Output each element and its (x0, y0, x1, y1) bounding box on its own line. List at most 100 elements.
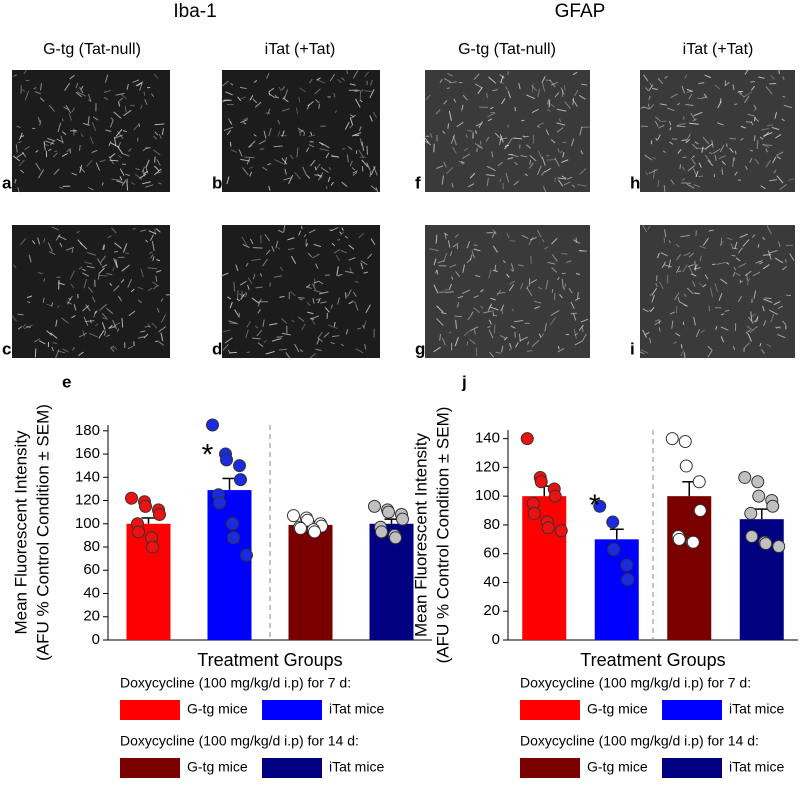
texture (265, 113, 270, 114)
y-tick-label: 80 (83, 538, 100, 555)
column-label: iTat (+Tat) (265, 41, 336, 58)
texture (447, 88, 450, 89)
image-label: b (212, 173, 222, 192)
data-point (679, 436, 691, 448)
data-point (687, 536, 699, 548)
y-tick-label: 0 (492, 631, 500, 648)
data-point (549, 490, 561, 502)
texture (684, 352, 685, 359)
y-tick-label: 160 (75, 445, 100, 462)
texture (549, 100, 550, 108)
header: Iba-1 (173, 1, 216, 22)
texture (133, 229, 136, 230)
texture (564, 85, 565, 90)
legend-swatch (662, 700, 722, 720)
legend-swatch (662, 758, 722, 778)
data-point (680, 460, 692, 472)
y-axis-label: Mean Fluorescent Intensity (411, 432, 430, 637)
texture (763, 255, 771, 256)
texture (561, 254, 567, 255)
texture (546, 80, 551, 81)
texture (434, 144, 435, 153)
texture (676, 126, 685, 127)
data-point (126, 492, 138, 504)
bar (289, 525, 333, 640)
image-label: i (630, 339, 635, 358)
texture (237, 290, 238, 299)
legend-swatch (520, 758, 580, 778)
data-point (694, 505, 706, 517)
micrograph: d (212, 224, 380, 360)
data-point (622, 574, 634, 586)
y-tick-label: 100 (475, 487, 500, 504)
texture (122, 318, 123, 327)
data-point (607, 516, 619, 528)
data-point (221, 454, 233, 466)
legend-swatch (120, 758, 180, 778)
bar (208, 490, 252, 640)
legend-swatch (520, 700, 580, 720)
legend-title: Doxycycline (100 mg/kg/d i.p) for 7 d: (120, 675, 351, 691)
texture (230, 323, 237, 324)
texture (230, 352, 237, 353)
texture (345, 292, 346, 298)
texture (493, 315, 497, 316)
legend-swatch (262, 700, 322, 720)
legend-swatch (120, 700, 180, 720)
texture (746, 122, 752, 123)
texture (444, 289, 450, 290)
data-point (397, 513, 409, 525)
column-label: G-tg (Tat-null) (458, 41, 556, 58)
data-point (235, 474, 247, 486)
data-point (227, 518, 239, 530)
texture (547, 159, 556, 160)
texture (694, 293, 700, 294)
bar (667, 496, 711, 640)
image-label: g (415, 339, 425, 358)
texture (750, 81, 754, 82)
texture (682, 157, 686, 158)
data-point (535, 476, 547, 488)
data-point (369, 500, 381, 512)
data-point (295, 522, 307, 534)
data-point (555, 525, 567, 537)
texture (127, 181, 128, 191)
texture (253, 248, 263, 249)
texture (280, 135, 287, 136)
y-tick-label: 180 (75, 422, 100, 439)
legend-title: Doxycycline (100 mg/kg/d i.p) for 7 d: (520, 675, 751, 691)
data-point (234, 460, 246, 472)
data-point (214, 497, 226, 509)
texture (367, 146, 368, 155)
header: GFAP (555, 1, 606, 22)
texture (476, 348, 477, 357)
data-point (753, 490, 765, 502)
data-point (521, 433, 533, 445)
texture (740, 280, 741, 284)
legend-label: iTat mice (729, 759, 784, 775)
data-point (528, 507, 540, 519)
texture (515, 107, 516, 111)
texture (448, 123, 449, 128)
column-label: iTat (+Tat) (683, 41, 754, 58)
texture (54, 151, 57, 152)
texture (18, 314, 24, 315)
texture (786, 295, 791, 296)
y-tick-label: 140 (475, 430, 500, 447)
y-tick-label: 80 (483, 516, 500, 533)
texture (656, 275, 657, 281)
texture (779, 65, 780, 74)
y-tick-label: 40 (483, 573, 500, 590)
texture (467, 341, 468, 345)
texture (573, 98, 574, 105)
texture (754, 135, 755, 141)
image-label: d (212, 339, 222, 358)
y-tick-label: 0 (92, 631, 100, 648)
y-axis-label: (AFU % Control Condition ± SEM) (33, 404, 52, 661)
legend-title: Doxycycline (100 mg/kg/d i.p) for 14 d: (520, 733, 759, 749)
image-label: c (2, 339, 11, 358)
y-tick-label: 120 (475, 458, 500, 475)
data-point (673, 533, 685, 545)
